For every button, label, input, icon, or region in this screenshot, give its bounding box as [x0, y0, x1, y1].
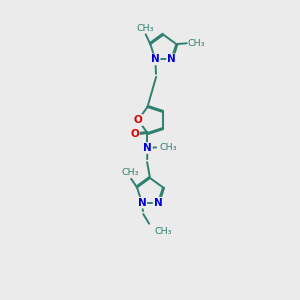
Text: CH₃: CH₃	[160, 143, 177, 152]
Text: N: N	[138, 198, 146, 208]
Text: CH₃: CH₃	[122, 168, 139, 177]
Text: CH₃: CH₃	[154, 227, 172, 236]
Text: CH₃: CH₃	[188, 39, 205, 48]
Text: N: N	[154, 198, 162, 208]
Text: O: O	[134, 115, 142, 125]
Text: N: N	[151, 54, 160, 64]
Text: O: O	[130, 129, 139, 139]
Text: N: N	[167, 54, 176, 64]
Text: N: N	[143, 143, 152, 153]
Text: CH₃: CH₃	[136, 24, 154, 33]
